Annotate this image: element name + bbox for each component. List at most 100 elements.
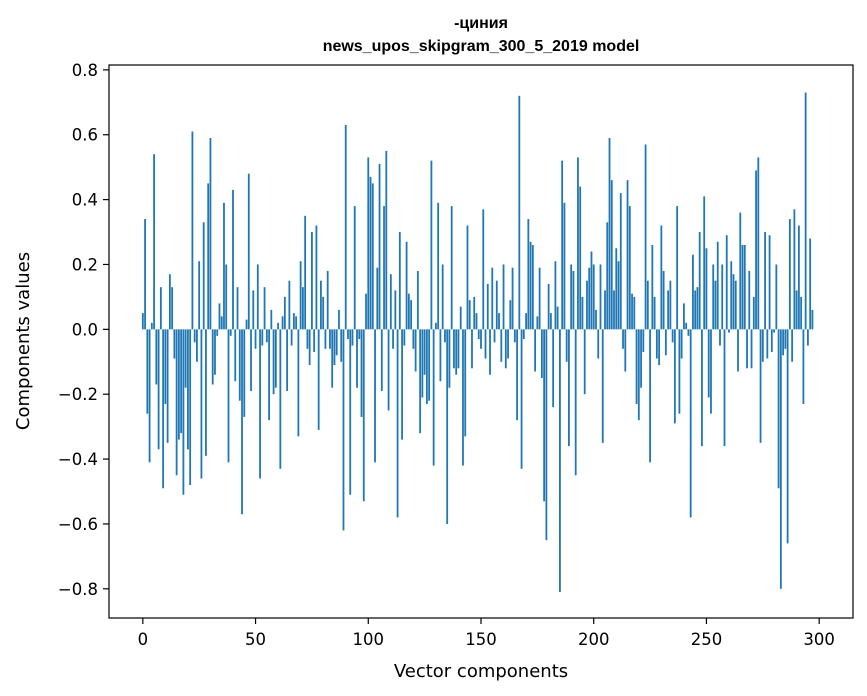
bar-72: [304, 215, 307, 330]
chart-title-line-1: -циния: [454, 15, 508, 32]
bar-68: [295, 316, 298, 330]
bar-179: [545, 329, 548, 541]
bar-242: [687, 329, 690, 336]
bar-237: [676, 206, 679, 330]
bar-264: [737, 329, 739, 372]
bar-99: [365, 293, 367, 330]
y-axis-label: Components values: [13, 252, 34, 430]
bar-16: [177, 329, 180, 440]
bar-135: [446, 329, 449, 524]
bar-93: [351, 329, 354, 346]
bar-7: [157, 329, 160, 450]
bar-207: [608, 137, 611, 330]
bar-263: [734, 280, 737, 330]
bar-90: [344, 125, 347, 330]
bar-101: [369, 176, 372, 330]
bar-156: [493, 329, 496, 343]
bar-145: [468, 300, 471, 330]
bar-227: [653, 296, 656, 330]
bar-9: [162, 329, 165, 489]
bar-271: [752, 296, 755, 330]
bar-119: [410, 300, 413, 330]
bar-215: [626, 180, 629, 330]
bar-219: [635, 329, 638, 404]
bar-260: [728, 329, 730, 333]
bar-91: [347, 329, 349, 340]
bar-74: [308, 329, 311, 366]
bar-103: [374, 329, 376, 463]
bar-124: [421, 329, 424, 398]
bar-102: [371, 183, 374, 330]
bar-261: [730, 261, 733, 330]
bar-248: [701, 329, 703, 447]
bar-4: [150, 322, 153, 330]
bar-175: [536, 316, 539, 330]
bar-52: [259, 329, 261, 479]
bar-173: [531, 245, 534, 330]
bar-1: [144, 219, 146, 330]
bar-210: [615, 248, 618, 330]
bar-137: [450, 206, 453, 330]
bar-255: [716, 241, 719, 330]
bar-96: [358, 329, 361, 340]
bar-171: [527, 219, 530, 330]
bar-81: [324, 329, 327, 349]
bar-78: [317, 329, 320, 430]
bar-217: [631, 293, 633, 330]
bar-26: [200, 329, 203, 479]
bar-89: [342, 329, 345, 531]
bar-187: [563, 202, 566, 330]
bar-297: [811, 309, 814, 330]
bar-205: [604, 290, 606, 330]
bar-185: [559, 329, 561, 593]
bar-27: [202, 222, 205, 330]
bar-48: [250, 329, 252, 391]
bar-49: [252, 290, 255, 330]
bar-224: [646, 280, 649, 330]
bar-277: [766, 329, 769, 359]
bar-143: [464, 329, 467, 437]
bar-129: [432, 329, 435, 466]
bar-19: [184, 329, 187, 388]
x-tick-label: 100: [353, 630, 385, 649]
bar-177: [540, 329, 543, 378]
y-tick-label: 0.6: [72, 126, 98, 145]
bar-110: [389, 274, 392, 330]
bar-44: [241, 329, 243, 515]
bar-262: [732, 274, 735, 330]
bar-122: [416, 270, 419, 330]
bar-276: [764, 232, 766, 330]
bar-2: [146, 329, 149, 414]
bar-55: [265, 329, 268, 343]
bar-159: [500, 329, 503, 362]
bar-53: [261, 329, 264, 346]
bar-253: [712, 264, 715, 330]
bar-204: [601, 329, 604, 443]
bar-130: [435, 322, 437, 330]
bar-290: [795, 290, 798, 330]
bar-218: [633, 296, 636, 330]
bar-257: [721, 264, 724, 330]
bar-153: [486, 283, 489, 330]
bar-84: [331, 329, 334, 388]
bar-series: [141, 92, 814, 593]
bar-40: [232, 189, 234, 330]
bar-232: [664, 329, 667, 356]
bar-154: [489, 329, 491, 375]
bar-216: [628, 206, 631, 330]
bar-64: [286, 329, 289, 391]
bar-158: [498, 313, 500, 330]
bar-17: [180, 329, 183, 434]
bar-77: [315, 225, 318, 330]
bar-195: [581, 296, 584, 330]
y-tick-label: −0.8: [58, 580, 98, 599]
bar-220: [637, 329, 640, 421]
y-tick-label: −0.6: [58, 515, 98, 534]
bar-231: [662, 270, 665, 330]
bar-36: [223, 202, 225, 330]
bar-30: [209, 137, 212, 330]
bar-194: [579, 186, 582, 330]
bar-13: [171, 287, 174, 330]
bar-223: [644, 144, 647, 330]
